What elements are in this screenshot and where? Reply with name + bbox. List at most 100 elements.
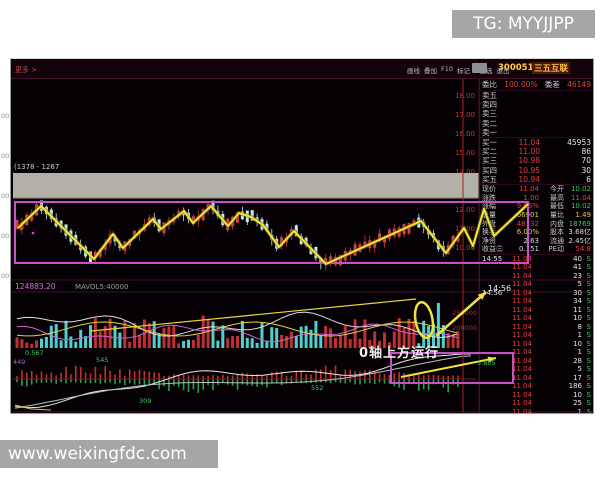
- tick-volume: 1: [577, 348, 582, 357]
- svg-text:16.00: 16.00: [455, 130, 475, 138]
- ask-label: 卖五: [482, 91, 497, 101]
- tick-row: 11.04 23 S: [480, 272, 593, 281]
- tick-volume: 30: [573, 288, 582, 297]
- bid-row[interactable]: 买一 11.04 45953: [480, 138, 593, 147]
- tick-price: 11.04: [511, 322, 532, 331]
- tick-volume: 10: [573, 314, 582, 323]
- tick-price: 11.04: [511, 331, 532, 340]
- tick-row: 11.04 1 S: [480, 407, 593, 414]
- stat-label: 内盘: [550, 219, 564, 228]
- tick-volume: 40: [573, 254, 582, 263]
- tick-row: 11.04 10 S: [480, 340, 593, 349]
- stat-row: 现价 11.04 今开 10.02: [480, 185, 593, 194]
- toolbar-item[interactable]: 退出: [496, 67, 510, 75]
- weibi-label: 委比: [482, 80, 497, 89]
- tick-list[interactable]: 14:55 11.04 40 S 11.04 41 S 11.04 23 S 11.04 5 S 14:5…: [480, 255, 593, 414]
- tick-time: 14:56: [482, 288, 503, 297]
- more-menu[interactable]: 更多 >: [15, 66, 38, 74]
- bid-label: 买三: [482, 156, 497, 166]
- bid-price: 11.04: [518, 138, 540, 148]
- tick-price: 11.04: [511, 254, 532, 263]
- ask-row[interactable]: 卖一: [480, 128, 593, 137]
- tick-row: 11.04 1 S: [480, 348, 593, 357]
- svg-text:552: 552: [311, 384, 323, 392]
- axis-fragment: 00: [1, 112, 10, 120]
- tick-direction: S: [586, 356, 591, 365]
- bid-row[interactable]: 买三 10.98 70: [480, 156, 593, 165]
- ask-row[interactable]: 卖三: [480, 109, 593, 118]
- tick-direction: S: [586, 263, 591, 272]
- toolbar-item[interactable]: 画线: [407, 67, 420, 75]
- ask-row[interactable]: 卖五: [480, 91, 593, 100]
- tick-volume: 41: [573, 263, 582, 272]
- tick-price: 11.04: [511, 280, 532, 289]
- stat-value: 3.68亿: [568, 228, 591, 237]
- tick-volume: 25: [573, 399, 582, 408]
- tick-volume: 10: [573, 339, 582, 348]
- bid-levels: 买一 11.04 45953 买二 11.00 86 买三 10.98 70 买四 10.95 30 买…: [480, 138, 593, 185]
- bid-volume: 6: [586, 174, 591, 184]
- svg-text:14.00: 14.00: [455, 168, 475, 176]
- tick-price: 11.04: [511, 297, 532, 306]
- tick-direction: S: [586, 280, 591, 289]
- tick-price: 11.04: [511, 348, 532, 357]
- stat-value: 1.00: [523, 193, 539, 202]
- tick-direction: S: [586, 331, 591, 340]
- stat-value: 18769: [568, 219, 591, 228]
- svg-text:10.00: 10.00: [455, 244, 475, 252]
- axis-fragment: 00: [1, 232, 10, 240]
- tick-volume: 5: [577, 365, 582, 374]
- tick-price: 11.04: [511, 382, 532, 391]
- svg-text:0轴上方运行: 0轴上方运行: [359, 345, 439, 361]
- bid-volume: 30: [581, 165, 591, 175]
- watermark-telegram: TG: MYYJJPP: [452, 10, 595, 38]
- tick-volume: 1: [577, 407, 582, 414]
- stat-label: 最高: [550, 193, 564, 202]
- tick-direction: S: [586, 407, 591, 414]
- svg-text:200000: 200000: [452, 324, 477, 332]
- bid-row[interactable]: 买二 11.00 86: [480, 147, 593, 156]
- tick-price: 11.04: [511, 288, 532, 297]
- stat-row: 涨跌 1.00 最高 11.04: [480, 193, 593, 202]
- bid-row[interactable]: 买五 10.94 6: [480, 175, 593, 184]
- stat-value: 6.00%: [516, 228, 539, 237]
- tick-row: 11.04 8 S: [480, 323, 593, 332]
- stat-label: PE动: [548, 245, 564, 254]
- tick-row: 11.04 34 S: [480, 297, 593, 306]
- tick-direction: S: [586, 390, 591, 399]
- svg-text:0.567: 0.567: [25, 349, 44, 357]
- bid-price: 10.95: [518, 165, 540, 175]
- tick-price: 11.04: [511, 314, 532, 323]
- window-restore-icon[interactable]: [472, 63, 487, 73]
- stat-value: 10.02: [570, 185, 591, 194]
- tick-row: 11.04 11 S: [480, 306, 593, 315]
- tick-volume: 5: [577, 280, 582, 289]
- tick-row: 14:55 11.04 40 S: [480, 255, 593, 264]
- stat-label: 涨跌: [482, 193, 496, 202]
- bid-row[interactable]: 买四 10.95 30: [480, 166, 593, 175]
- ask-row[interactable]: 卖二: [480, 119, 593, 128]
- tick-row: 11.04 186 S: [480, 382, 593, 391]
- svg-text:309: 309: [139, 397, 151, 405]
- axis-fragment: 00: [1, 152, 10, 160]
- trading-app-window: 18.00 17.00 16.00 15.00 14.00 13.00 12.00 11.00…: [10, 58, 594, 414]
- toolbar-item[interactable]: 叠加: [424, 67, 437, 75]
- ask-row[interactable]: 卖四: [480, 100, 593, 109]
- svg-text:124883.20: 124883.20: [15, 282, 56, 291]
- tick-direction: S: [586, 382, 591, 391]
- tick-volume: 186: [568, 382, 582, 391]
- toolbar-item[interactable]: 标记: [457, 67, 471, 75]
- toolbar-item[interactable]: F10: [441, 65, 454, 73]
- weibi-value: 100.00%: [504, 80, 538, 89]
- stat-label: 量比: [550, 210, 564, 219]
- tick-direction: S: [586, 339, 591, 348]
- tick-direction: S: [586, 314, 591, 323]
- tick-row: 11.04 5 S: [480, 280, 593, 289]
- tick-time: 14:55: [482, 254, 503, 263]
- svg-text:MAVOL5:40000: MAVOL5:40000: [75, 283, 129, 291]
- svg-text:(1378 - 1267: (1378 - 1267: [14, 163, 59, 171]
- tick-price: 11.04: [511, 407, 532, 414]
- ask-label: 卖四: [482, 100, 497, 110]
- tick-direction: S: [586, 297, 591, 306]
- svg-text:12.00: 12.00: [455, 206, 475, 214]
